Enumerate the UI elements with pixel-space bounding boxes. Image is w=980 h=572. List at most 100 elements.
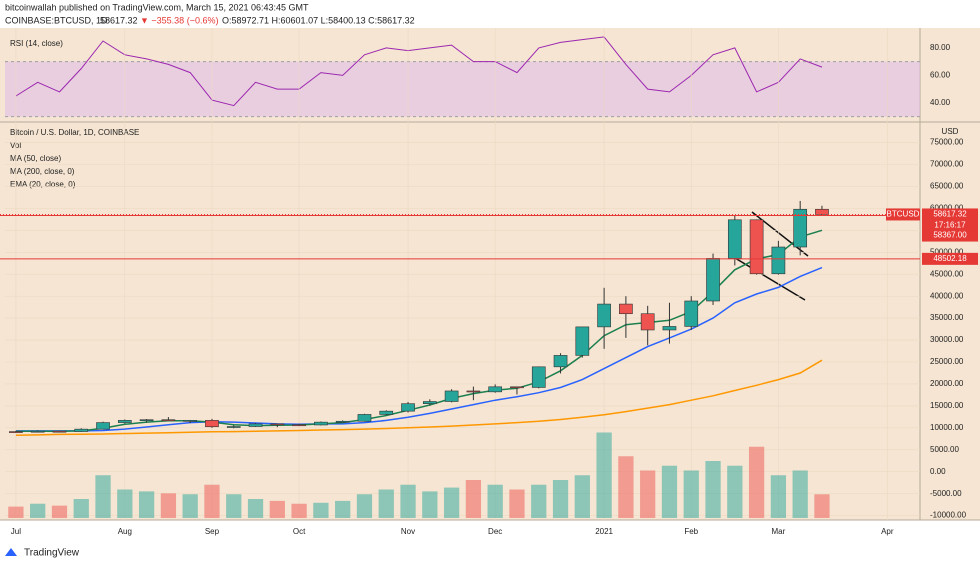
x-tick-label: Aug (118, 527, 132, 536)
unit-label: USD (942, 127, 959, 136)
x-tick-label: Sep (205, 527, 220, 536)
y-tick-label: 40000.00 (930, 291, 964, 300)
volume-bar (356, 494, 373, 518)
candle-body (314, 421, 328, 426)
candle-body (335, 420, 350, 423)
rsi-title: RSI (14, close) (10, 39, 63, 48)
volume-bar (30, 503, 46, 518)
x-tick-label: Nov (401, 527, 415, 536)
y-tick-label: 60000.00 (930, 203, 964, 212)
y-tick-label: 35000.00 (930, 313, 964, 322)
last-price: 58617.32 (100, 15, 138, 25)
volume-bar (727, 465, 743, 518)
volume-bar (683, 470, 699, 518)
ma-line (15, 359, 823, 437)
logo (5, 548, 17, 556)
volume-bar (574, 475, 590, 518)
volume-bar (117, 489, 133, 518)
candle-body (662, 326, 677, 331)
price-line-label: 58367.00 (933, 231, 967, 240)
symbol: COINBASE:BTCUSD, 1D (5, 15, 108, 25)
price-title: Bitcoin / U.S. Dollar, 1D, COINBASE (10, 128, 139, 137)
volume-bar (226, 494, 242, 518)
volume-bar (748, 446, 765, 518)
volume-bar (335, 500, 351, 518)
candle-body (488, 386, 503, 393)
price-line-label: 48502.18 (933, 254, 967, 263)
volume-bar (182, 494, 198, 518)
volume-bar (8, 506, 24, 518)
candle-body (815, 208, 829, 215)
volume-bar (770, 475, 787, 518)
y-tick-label: 45000.00 (930, 269, 964, 278)
volume-bar (552, 480, 569, 518)
candle-body (466, 390, 481, 393)
y-tick-label: 70000.00 (930, 160, 964, 169)
y-tick-label: 40.00 (930, 98, 951, 107)
brand: TradingView (24, 548, 80, 559)
volume-bar (138, 491, 155, 518)
candle-body (597, 303, 611, 328)
y-tick-label: 80.00 (930, 43, 951, 52)
volume-bar (705, 461, 721, 518)
candle-body (96, 422, 110, 430)
ma-line (15, 266, 823, 432)
volume-bar (160, 493, 177, 518)
candle-body (510, 386, 524, 389)
x-tick-label: Dec (488, 527, 502, 536)
volume-bar (378, 489, 394, 518)
x-tick-label: 2021 (595, 527, 613, 536)
candle-body (226, 426, 241, 428)
last-price-box (922, 208, 978, 232)
candle-body (161, 419, 176, 422)
candle-body (9, 431, 23, 433)
candle-body (531, 366, 546, 388)
volume-bar (465, 480, 482, 518)
candle-body (422, 401, 437, 404)
trendline (734, 257, 806, 301)
y-tick-label: 15000.00 (930, 401, 964, 410)
volume-bar (509, 489, 525, 518)
candle-body (401, 403, 415, 412)
candle-body (749, 219, 764, 275)
y-tick-label: 5000.00 (930, 445, 959, 454)
candle-body (52, 430, 67, 433)
candle-body (117, 420, 132, 423)
legend-ma200: MA (200, close, 0) (10, 167, 75, 176)
volume-bar (596, 432, 612, 518)
y-tick-label: -10000.00 (930, 511, 967, 520)
axis-background (920, 28, 980, 520)
volume-bar (95, 475, 111, 518)
volume-bar (618, 456, 634, 518)
symbol-label: BTCUSD (887, 210, 920, 219)
y-tick-label: 75000.00 (930, 138, 964, 147)
candle-body (357, 414, 372, 422)
published-line: bitcoinwallah published on TradingView.c… (5, 2, 309, 12)
y-tick-label: 10000.00 (930, 423, 964, 432)
rsi-line (15, 36, 823, 107)
y-tick-label: 25000.00 (930, 357, 964, 366)
candle-body (183, 420, 198, 422)
volume-bar (204, 484, 220, 518)
candle-body (553, 355, 568, 368)
volume-bar (640, 470, 656, 518)
symbol-box (886, 208, 920, 221)
change: ▼ −355.38 (−0.6%) (140, 15, 218, 25)
volume-bar (422, 491, 438, 518)
y-tick-label: 65000.00 (930, 182, 964, 191)
candle-body (575, 326, 590, 356)
candle-body (706, 258, 720, 302)
volume-bar (247, 499, 264, 518)
candle-body (248, 423, 263, 427)
rsi-band (5, 61, 920, 117)
candle-body (444, 390, 459, 402)
candle-body (270, 423, 285, 426)
x-tick-label: Feb (684, 527, 698, 536)
candle-body (684, 300, 699, 327)
y-tick-label: 50000.00 (930, 247, 964, 256)
volume-bar (313, 502, 329, 518)
volume-bar (400, 484, 416, 518)
volume-bar (73, 499, 89, 518)
